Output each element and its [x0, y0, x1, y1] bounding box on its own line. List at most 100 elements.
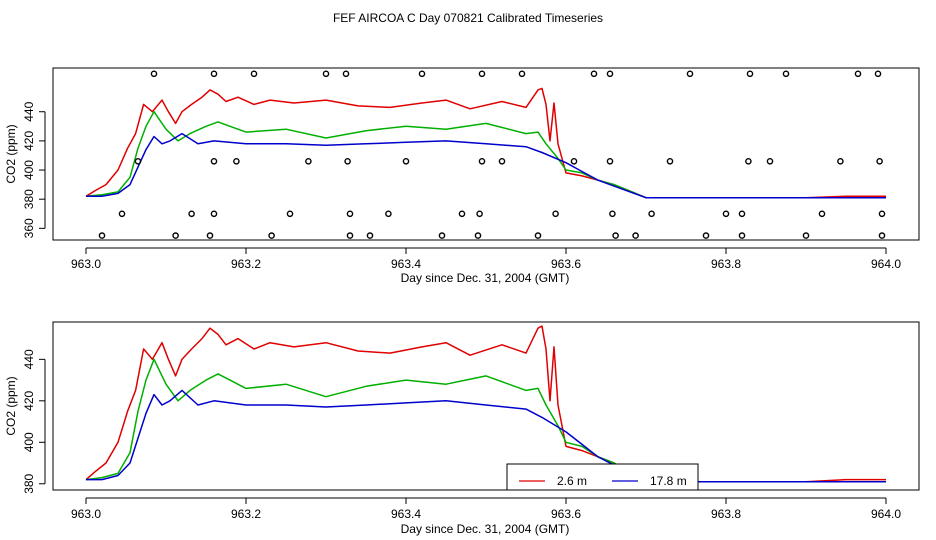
flag-marker [268, 232, 275, 239]
y-axis-label: CO2 (ppm) [4, 124, 18, 183]
x-tick-label: 963.4 [391, 507, 421, 521]
legend-label-2-6m: 2.6 m [557, 474, 587, 488]
flag-marker [366, 232, 374, 239]
flag-marker [738, 232, 746, 239]
y-tick-label: 380 [22, 473, 36, 493]
flag-marker [346, 210, 354, 218]
plot-frame [52, 67, 920, 241]
flag-marker [286, 210, 294, 218]
flag-marker [534, 232, 542, 239]
flag-marker [782, 70, 790, 78]
y-axis: 380 400 420 440 [22, 349, 46, 494]
flag-marker [233, 157, 240, 165]
series-line-1 [85, 110, 886, 199]
flag-marker [552, 210, 559, 218]
flag-marker [478, 157, 486, 165]
flag-marker [590, 70, 598, 78]
flag-marker [745, 157, 752, 165]
series-line-2 [86, 389, 886, 483]
marker-layer [98, 70, 886, 239]
x-axis: 963.0 963.2 963.4 963.6 963.8 964.0 [71, 497, 901, 521]
y-tick-label: 400 [22, 432, 36, 452]
y-axis-label: CO2 (ppm) [4, 376, 18, 435]
x-tick-label: 963.4 [391, 257, 421, 271]
flag-marker [210, 70, 218, 78]
flag-marker [98, 232, 106, 239]
x-tick-label: 963.8 [711, 507, 741, 521]
series-layer [85, 87, 886, 199]
x-tick-label: 963.6 [551, 257, 581, 271]
y-tick-label: 440 [22, 101, 36, 121]
flag-marker [612, 232, 619, 239]
figure-title: FEF AIRCOA C Day 070821 Calibrated Times… [333, 11, 603, 25]
flag-marker [722, 210, 730, 218]
series-line-1 [85, 358, 886, 483]
flag-marker [802, 232, 810, 239]
flag-marker [606, 157, 614, 165]
flag-marker [474, 232, 482, 239]
flag-marker [346, 232, 354, 239]
flag-marker [666, 157, 674, 165]
flag-marker [518, 70, 526, 78]
x-tick-label: 964.0 [871, 257, 901, 271]
y-tick-label: 360 [22, 218, 36, 238]
flag-marker [342, 70, 350, 78]
y-tick-label: 420 [22, 131, 36, 151]
series-layer [85, 325, 886, 483]
flag-marker [702, 232, 710, 239]
flag-marker [766, 157, 774, 165]
flag-marker [878, 232, 886, 239]
flag-marker [876, 157, 883, 165]
y-tick-label: 400 [22, 160, 36, 180]
flag-marker [385, 210, 392, 218]
y-tick-label: 420 [22, 390, 36, 410]
flag-marker [648, 210, 655, 218]
flag-marker [418, 70, 426, 78]
flag-marker [134, 157, 142, 165]
flag-marker [210, 157, 218, 165]
flag-marker [498, 157, 506, 165]
x-tick-label: 963.0 [71, 507, 101, 521]
flag-marker [878, 210, 886, 218]
flag-marker [570, 157, 578, 165]
flag-marker [118, 210, 126, 218]
flag-marker [458, 210, 466, 218]
y-axis: 360 380 400 420 440 [22, 101, 46, 238]
flag-marker [250, 70, 258, 78]
flag-marker [738, 210, 746, 218]
flag-marker [476, 210, 483, 218]
flag-marker [206, 232, 214, 239]
flag-marker [837, 157, 844, 165]
flag-marker [746, 70, 754, 78]
x-axis-label: Day since Dec. 31, 2004 (GMT) [401, 522, 570, 536]
flag-marker [305, 157, 312, 165]
x-tick-label: 963.2 [231, 257, 261, 271]
flag-marker [874, 70, 882, 78]
x-tick-label: 963.2 [231, 507, 261, 521]
flag-marker [402, 157, 410, 165]
x-tick-label: 963.0 [71, 257, 101, 271]
top-panel: 963.0 963.2 963.4 963.6 963.8 964.0 360 380 400… [4, 67, 920, 285]
x-tick-label: 963.8 [711, 257, 741, 271]
flag-marker [606, 70, 614, 78]
series-line-0 [85, 325, 886, 483]
x-axis: 963.0 963.2 963.4 963.6 963.8 964.0 [71, 247, 901, 271]
flag-marker [188, 210, 195, 218]
plot-frame [52, 321, 920, 491]
y-tick-label: 440 [22, 349, 36, 369]
flag-marker [344, 157, 351, 165]
series-line-2 [86, 132, 886, 199]
x-axis-label: Day since Dec. 31, 2004 (GMT) [401, 271, 570, 285]
legend-box [506, 463, 699, 491]
flag-marker [632, 232, 639, 239]
flag-marker [818, 210, 826, 218]
y-tick-label: 380 [22, 189, 36, 209]
flag-marker [210, 210, 218, 218]
flag-marker [172, 232, 179, 239]
x-tick-label: 964.0 [871, 507, 901, 521]
flag-marker [478, 70, 486, 78]
bottom-panel: 963.0 963.2 963.4 963.6 963.8 964.0 380 400 420… [4, 321, 920, 536]
flag-marker [854, 70, 862, 78]
flag-marker [150, 70, 158, 78]
